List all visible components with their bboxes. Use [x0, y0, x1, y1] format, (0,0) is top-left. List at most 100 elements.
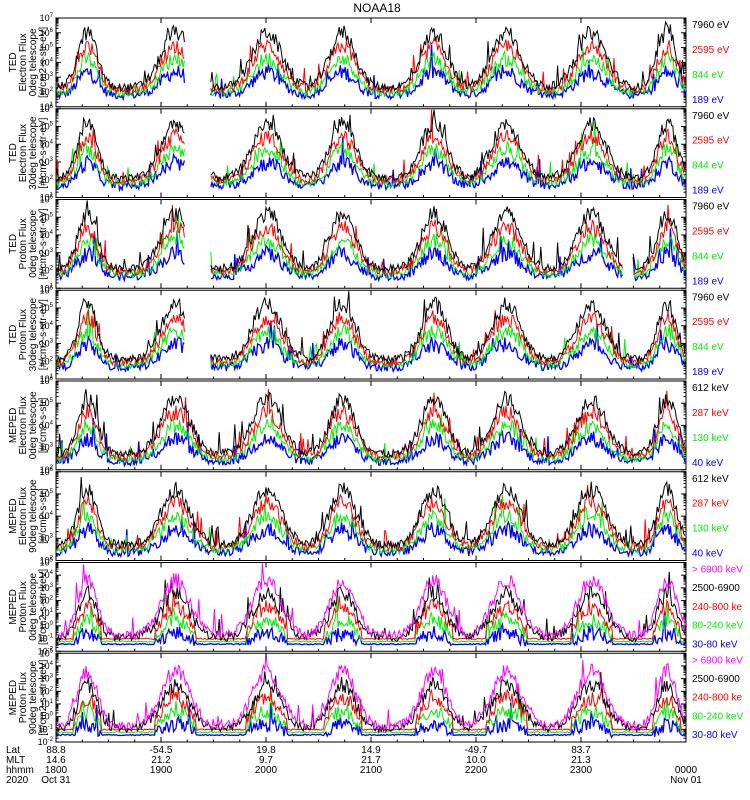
y-tick-exponent: -1	[48, 724, 54, 730]
x-tick-label: -49.7	[465, 745, 488, 756]
x-tick-label: 21.7	[361, 755, 381, 766]
series-trace	[56, 212, 686, 279]
y-tick-label: 105	[40, 43, 54, 53]
y-tick-label: 102	[40, 266, 54, 276]
series-trace	[56, 612, 686, 647]
y-tick-exponent: 6	[50, 28, 54, 34]
y-tick-label: 104	[40, 420, 54, 430]
panel-y-label: TEDElectron Flux0deg telescope[#/cm2-s-s…	[8, 27, 49, 98]
y-tick-exponent: 4	[50, 570, 54, 576]
x-tick-label: 83.7	[571, 745, 591, 756]
y-tick-label: 101	[40, 283, 54, 293]
channel-label: 7960 eV	[692, 202, 730, 213]
y-label-line: 30deg telescope	[28, 116, 39, 190]
panel-y-label: MEPEDProton Flux90deg telescope[#/cm2-s-…	[8, 659, 49, 735]
channel-label: 287 keV	[692, 499, 729, 510]
y-tick-label: 104	[40, 230, 54, 240]
y-tick-label: 10-1	[38, 724, 54, 734]
y-tick-exponent: 4	[50, 57, 54, 63]
y-tick-exponent: 3	[50, 533, 54, 539]
y-tick-label: 103	[40, 157, 54, 167]
y-tick-label: 105	[40, 303, 54, 313]
y-label-line: MEPED	[8, 589, 19, 625]
y-tick-label: 107	[40, 13, 54, 23]
channel-label: 2595 eV	[692, 317, 730, 328]
y-tick-exponent: 0	[50, 712, 54, 718]
series-trace	[56, 137, 686, 193]
channel-label: 2595 eV	[692, 45, 730, 56]
y-tick-exponent: 7	[50, 13, 54, 19]
y-tick-label: 10-1	[38, 634, 54, 644]
channel-label: 189 eV	[692, 95, 724, 106]
panel-6: 102 103 104 105 106 MEPEDElectron Flux90deg t…	[8, 467, 729, 566]
channel-label: 80-240 keV	[692, 711, 743, 722]
y-label-line: [#/cm2-s-str]	[38, 397, 49, 453]
channel-label: > 6900 keV	[692, 655, 743, 666]
y-tick-label: 104	[40, 511, 54, 521]
y-tick-label: 106	[40, 104, 54, 114]
series-trace	[56, 417, 686, 468]
y-tick-exponent: 5	[50, 122, 54, 128]
y-tick-exponent: 2	[50, 356, 54, 362]
y-label-line: Electron Flux	[18, 124, 29, 182]
y-tick-exponent: 1	[50, 608, 54, 614]
x-tick-label: 14.6	[46, 755, 66, 766]
channel-label: 7960 eV	[692, 111, 730, 122]
panel-data	[56, 563, 686, 647]
y-tick-exponent: -1	[48, 634, 54, 640]
y-tick-exponent: 2	[50, 686, 54, 692]
series-trace	[56, 47, 686, 98]
y-tick-exponent: 2	[50, 556, 54, 562]
channel-label: 240-800 ke	[692, 693, 742, 704]
panel-data	[56, 476, 686, 559]
y-label-line: Proton Flux	[18, 309, 29, 360]
y-tick-exponent: 2	[50, 175, 54, 181]
panel-2: 101 102 103 104 105 106 TEDElectron Flux30deg …	[8, 104, 730, 203]
y-tick-label: 100	[40, 621, 54, 631]
y-label-line: MEPED	[8, 680, 19, 716]
y-tick-exponent: 1	[50, 193, 54, 199]
y-tick-exponent: 6	[50, 467, 54, 473]
y-label-line: Electron Flux	[18, 33, 29, 91]
panel-data	[56, 20, 686, 102]
panel-y-label: MEPEDElectron Flux90deg telescope[#/cm2-…	[8, 479, 49, 553]
channel-label: 130 keV	[692, 524, 729, 535]
y-tick-exponent: 4	[50, 321, 54, 327]
series-trace	[56, 413, 686, 465]
y-tick-exponent: 2	[50, 596, 54, 602]
y-tick-exponent: 1	[50, 374, 54, 380]
x-row-label: hhmm	[6, 765, 34, 776]
y-tick-label: 103	[40, 72, 54, 82]
series-trace	[56, 702, 685, 739]
series-trace	[56, 44, 686, 102]
channel-label: 189 eV	[692, 276, 724, 287]
y-tick-exponent: 3	[50, 248, 54, 254]
x-tick-label: Nov 01	[670, 775, 702, 786]
y-tick-label: 102	[40, 465, 54, 475]
channel-label: 844 eV	[692, 342, 724, 353]
y-label-line: TED	[8, 143, 19, 163]
y-label-line: Electron Flux	[18, 396, 29, 454]
y-tick-exponent: 4	[50, 420, 54, 426]
y-tick-label: 101	[40, 699, 54, 709]
panel-data	[56, 291, 686, 374]
y-tick-label: 101	[40, 193, 54, 203]
y-tick-label: 102	[40, 596, 54, 606]
y-tick-exponent: 2	[50, 87, 54, 93]
channel-label: 30-80 keV	[692, 639, 738, 650]
x-tick-label: -54.5	[150, 745, 173, 756]
panel-frame	[55, 289, 687, 380]
x-row-label: Lat	[6, 745, 20, 756]
y-tick-label: 103	[40, 533, 54, 543]
y-tick-label: 104	[40, 139, 54, 149]
series-trace	[56, 228, 686, 283]
y-label-line: 0deg telescope	[28, 391, 39, 459]
panel-y-label: MEPEDProton Flux0deg telescope[#/cm2-s-s…	[8, 569, 49, 645]
x-tick-label: 2100	[360, 765, 383, 776]
x-tick-label: 2200	[465, 765, 488, 776]
y-label-line: [#/cm2-s-str-keV]	[38, 659, 49, 735]
y-tick-exponent: 5	[50, 558, 54, 564]
y-label-line: [#/cm2-s-str-eV]	[38, 208, 49, 279]
y-label-line: 90deg telescope	[28, 660, 39, 734]
